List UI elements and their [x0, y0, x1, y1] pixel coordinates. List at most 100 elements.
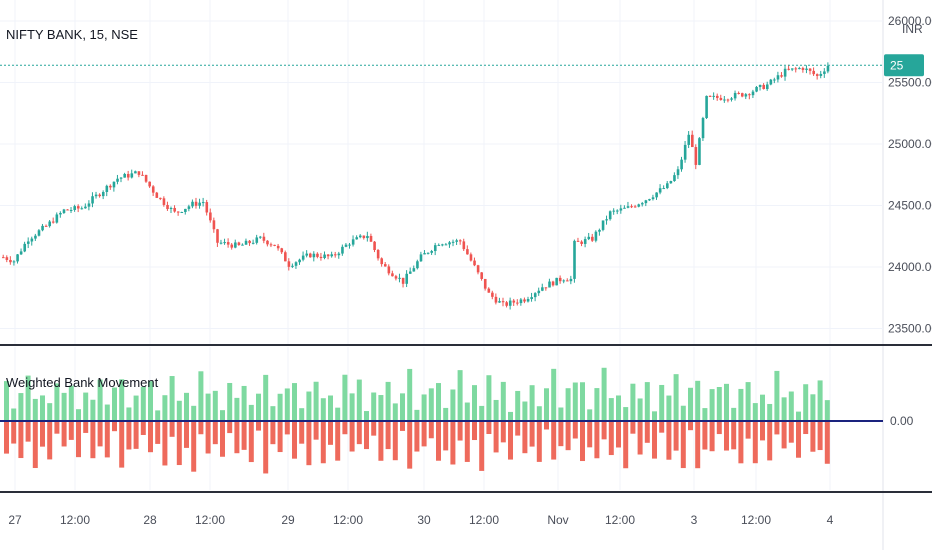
time-tick-label: 12:00	[60, 513, 90, 527]
histogram-bar-down	[126, 421, 132, 450]
candle-body	[598, 229, 601, 232]
candle-body	[505, 302, 508, 306]
candle-body	[137, 171, 141, 175]
candle-body	[41, 225, 44, 231]
histogram-bar-down	[608, 421, 614, 456]
histogram-bar-down	[306, 421, 312, 466]
candle-body	[437, 244, 441, 246]
histogram-bar-down	[169, 421, 175, 437]
candle-body	[712, 95, 716, 97]
histogram-bar-down	[695, 421, 701, 469]
histogram-bar-down	[803, 421, 809, 435]
histogram-bar-up	[688, 387, 693, 421]
candle-body	[19, 251, 23, 255]
candle-body	[819, 73, 823, 76]
histogram-bar-up	[623, 407, 629, 421]
histogram-bar-down	[421, 421, 427, 447]
candle-body	[359, 235, 362, 238]
candle-body	[344, 244, 348, 247]
histogram-bar-down	[212, 421, 218, 445]
histogram-bar-down	[601, 421, 607, 440]
histogram-bar-up	[227, 382, 233, 421]
candle-body	[694, 147, 698, 165]
histogram-bar-up	[68, 385, 74, 421]
histogram-bar-down	[731, 421, 737, 450]
symbol-title[interactable]: NIFTY BANK, 15, NSE	[6, 27, 138, 42]
candle-body	[551, 281, 555, 286]
histogram-bar-down	[781, 421, 787, 449]
histogram-bar-down	[464, 421, 470, 462]
candle-body	[223, 242, 226, 244]
price-tick-label: 24500.00	[888, 199, 932, 213]
time-tick-label: Nov	[547, 513, 568, 527]
histogram-bar-up	[263, 374, 269, 421]
candle-body	[194, 201, 198, 206]
histogram-bar-down	[745, 421, 751, 439]
candle-body	[391, 273, 394, 277]
candle-body	[234, 242, 237, 248]
candle-body	[826, 65, 830, 72]
candle-body	[73, 206, 76, 210]
candle-body	[705, 95, 708, 119]
candle-body	[673, 175, 676, 182]
time-axis[interactable]: 27 12:00 28 12:00 29 12:00 30 12:00 Nov 12:00 3 12:…	[8, 513, 833, 527]
histogram-bar-up	[479, 405, 485, 421]
price-tick-label: 25000.00	[888, 137, 932, 151]
candle-body	[687, 134, 691, 145]
histogram-bar-up	[47, 403, 53, 421]
histogram-bar-down	[810, 421, 816, 452]
histogram-bar-down	[796, 421, 801, 458]
histogram-bar-up	[414, 409, 420, 421]
histogram-bar-up	[313, 381, 319, 421]
histogram-bar-down	[83, 421, 89, 433]
histogram-bar-down	[4, 421, 9, 454]
candle-body	[80, 208, 84, 210]
histogram-bar-up	[666, 395, 672, 421]
candle-body	[651, 197, 655, 200]
candle-body	[776, 75, 780, 80]
candle-body	[305, 253, 309, 256]
time-tick-label: 4	[827, 513, 834, 527]
histogram-bar-down	[349, 421, 355, 452]
histogram-bar-up	[594, 388, 600, 421]
candle-body	[666, 183, 669, 189]
histogram-bar-up	[824, 400, 830, 421]
histogram-bar-up	[450, 389, 456, 421]
histogram-bar-down	[544, 421, 549, 430]
histogram-bar-down	[392, 421, 398, 461]
candle-body	[626, 206, 630, 208]
candle-body	[780, 75, 783, 77]
histogram-bar-down	[356, 421, 362, 445]
price-axis[interactable]: 23500.00 24000.00 24500.00 25000.00 25500.00…	[888, 14, 932, 336]
candle-body	[512, 300, 516, 303]
histogram-bar-down	[774, 421, 780, 435]
histogram-bar-down	[292, 421, 297, 459]
candle-body	[51, 221, 55, 223]
histogram-bar-down	[522, 421, 528, 454]
histogram-bar-down	[493, 421, 499, 453]
candle-body	[173, 207, 176, 212]
candle-body	[112, 181, 116, 188]
candle-body	[144, 174, 148, 182]
candle-body	[394, 276, 398, 279]
candle-body	[119, 177, 123, 179]
candle-body	[355, 237, 359, 240]
histogram-bar-up	[731, 407, 737, 421]
candle-body	[537, 290, 541, 294]
candle-body	[441, 244, 444, 246]
histogram-bar-up	[443, 407, 449, 421]
candle-body	[823, 71, 826, 74]
candle-body	[480, 272, 483, 279]
histogram-bar-up	[774, 370, 780, 421]
candle-body	[655, 192, 658, 198]
indicator-title[interactable]: Weighted Bank Movement	[6, 375, 159, 390]
histogram-bar-down	[198, 421, 204, 435]
histogram-bar-down	[90, 421, 96, 459]
candle-body	[330, 254, 334, 257]
histogram-bar-up	[536, 406, 542, 421]
candle-body	[226, 242, 230, 245]
candle-body	[801, 68, 805, 70]
candle-body	[541, 287, 544, 291]
candle-body	[601, 220, 605, 230]
